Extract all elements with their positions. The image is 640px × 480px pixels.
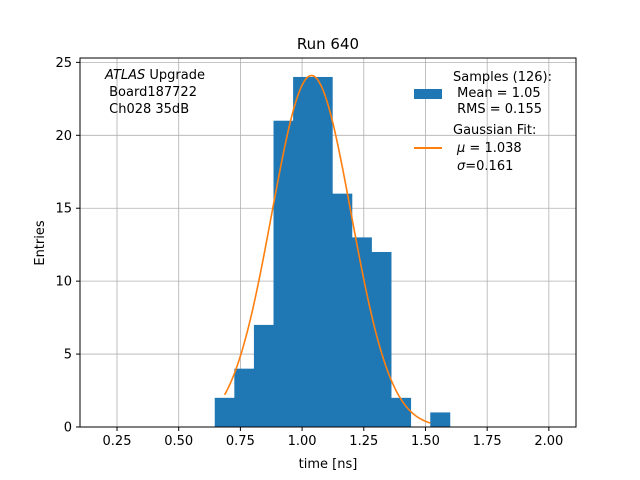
x-axis-ticks: 0.25 0.50 0.75 1.00 1.25 1.50 1.75 2.00 bbox=[103, 427, 563, 449]
x-tick-label: 1.75 bbox=[473, 434, 502, 449]
atlas-annotation: ATLAS Upgrade Board187722 Ch028 35dB bbox=[104, 68, 205, 117]
x-tick-label: 0.75 bbox=[226, 434, 255, 449]
histogram-bar bbox=[332, 193, 353, 427]
annotation-upgrade-text: Upgrade bbox=[145, 68, 205, 83]
legend: Samples (126): Mean = 1.05 RMS = 0.155 G… bbox=[414, 70, 552, 174]
histogram-bar bbox=[371, 251, 392, 427]
annotation-line-3: Ch028 35dB bbox=[105, 102, 189, 117]
chart-title: Run 640 bbox=[297, 35, 359, 53]
legend-sigma-symbol: σ bbox=[457, 159, 466, 174]
histogram-bar bbox=[351, 237, 372, 427]
legend-fit-line-3: σ=0.161 bbox=[457, 159, 513, 174]
histogram-bar bbox=[214, 397, 235, 427]
histogram-bar bbox=[430, 412, 451, 427]
x-tick-label: 1.25 bbox=[349, 434, 378, 449]
legend-samples-line-3: RMS = 0.155 bbox=[453, 102, 542, 117]
histogram-bar bbox=[312, 76, 333, 427]
gaussian-fit-curve-group bbox=[223, 74, 431, 424]
histogram-bars bbox=[214, 76, 451, 427]
legend-mu-value: = 1.038 bbox=[465, 141, 521, 156]
y-tick-label: 0 bbox=[64, 421, 72, 436]
legend-fit-line-1: Gaussian Fit: bbox=[453, 123, 536, 138]
y-tick-label: 20 bbox=[55, 129, 72, 144]
x-axis-label: time [ns] bbox=[299, 457, 358, 472]
histogram-bar bbox=[273, 120, 294, 427]
y-tick-label: 25 bbox=[55, 56, 72, 71]
annotation-atlas-text: ATLAS bbox=[104, 68, 145, 83]
annotation-line-1: ATLAS Upgrade bbox=[104, 68, 205, 83]
y-axis-ticks: 0 5 10 15 20 25 bbox=[55, 56, 80, 436]
annotation-line-2: Board187722 bbox=[105, 85, 197, 100]
x-tick-label: 1.00 bbox=[288, 434, 317, 449]
x-tick-label: 2.00 bbox=[534, 434, 563, 449]
legend-fit-line-2: μ = 1.038 bbox=[456, 141, 522, 156]
histogram-bar bbox=[253, 324, 274, 427]
y-tick-label: 10 bbox=[55, 275, 72, 290]
histogram-bar bbox=[293, 76, 314, 427]
y-axis-label: Entries bbox=[33, 220, 48, 266]
gaussian-fit-curve bbox=[223, 74, 431, 424]
y-tick-label: 5 bbox=[64, 348, 72, 363]
x-tick-label: 0.50 bbox=[164, 434, 193, 449]
x-tick-label: 1.50 bbox=[411, 434, 440, 449]
histogram-bar bbox=[391, 397, 412, 427]
y-tick-label: 15 bbox=[55, 202, 72, 217]
histogram-bar bbox=[234, 368, 255, 427]
legend-mu-symbol: μ bbox=[456, 141, 465, 156]
legend-sigma-value: =0.161 bbox=[465, 159, 513, 174]
legend-histogram-swatch bbox=[414, 89, 442, 99]
x-tick-label: 0.25 bbox=[103, 434, 132, 449]
plot-frame bbox=[79, 57, 577, 428]
legend-samples-line-2: Mean = 1.05 bbox=[453, 86, 541, 101]
legend-samples-line-1: Samples (126): bbox=[453, 70, 552, 85]
